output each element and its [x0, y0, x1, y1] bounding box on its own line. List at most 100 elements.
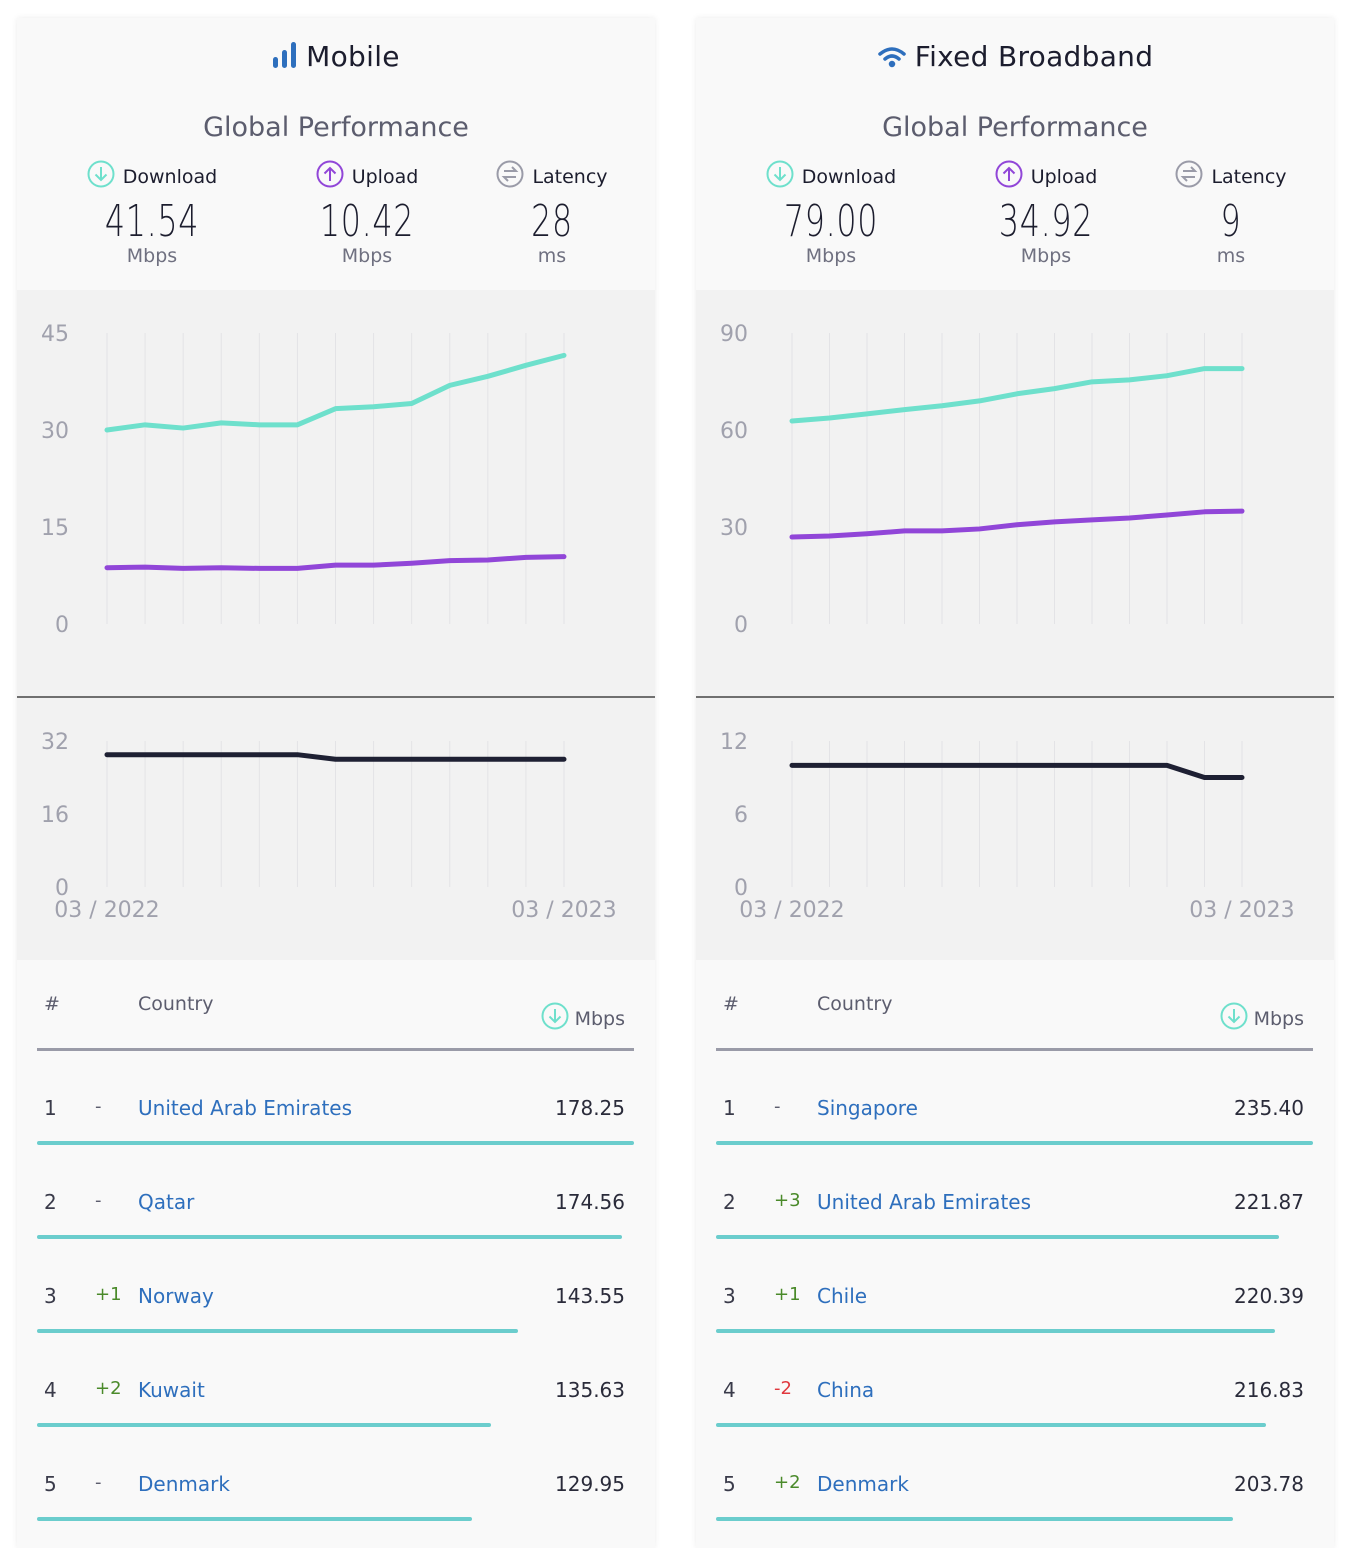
rank: 5 [44, 1472, 57, 1496]
y-tick-label: 0 [55, 613, 69, 638]
stat-label: Download [801, 165, 897, 188]
speed-header[interactable]: Mbps [1220, 1002, 1304, 1035]
speed-value: 129.95 [555, 1472, 625, 1496]
header-divider [716, 1048, 1313, 1051]
table-row: 4 -2 China 216.83 [696, 1350, 1334, 1444]
speed-bar [716, 1329, 1275, 1333]
table-row: 5 +2 Denmark 203.78 [696, 1444, 1334, 1538]
country-link[interactable]: China [817, 1378, 875, 1402]
rank-change: -2 [774, 1378, 792, 1399]
rank: 4 [44, 1378, 57, 1402]
stat-unit: Mbps [1020, 245, 1072, 267]
latency-line [789, 762, 1245, 780]
country-link[interactable]: Denmark [817, 1472, 909, 1496]
y-tick-label: 16 [41, 803, 69, 828]
speed-bar [716, 1423, 1266, 1427]
section-subtitle: Global Performance [203, 112, 469, 143]
download-icon [87, 160, 115, 193]
signal-bars-icon [272, 40, 306, 73]
speed-bar [716, 1517, 1233, 1521]
speed-value: 174.56 [555, 1190, 625, 1214]
mobile-panel: Mobile Global Performance Download 41.54… [17, 18, 655, 1548]
table-row: 1 - United Arab Emirates 178.25 [17, 1068, 655, 1162]
y-tick-label: 60 [720, 419, 748, 444]
latency-icon [1175, 160, 1203, 193]
stat-download: Download 41.54 Mbps [52, 160, 252, 267]
stat-download: Download 79.00 Mbps [731, 160, 931, 267]
rank-change: +2 [774, 1472, 801, 1493]
y-tick-label: 12 [720, 730, 748, 755]
country-link[interactable]: Denmark [138, 1472, 230, 1496]
speed-value: 135.63 [555, 1378, 625, 1402]
speed-header[interactable]: Mbps [541, 1002, 625, 1035]
rank-header: # [44, 993, 60, 1015]
x-axis-end-label: 03 / 2023 [1189, 898, 1294, 923]
speed-bar [37, 1235, 622, 1239]
rank: 2 [44, 1190, 57, 1214]
rank-change: +3 [774, 1190, 801, 1211]
rank-change: - [774, 1096, 781, 1117]
country-link[interactable]: United Arab Emirates [817, 1190, 1032, 1214]
country-link[interactable]: Kuwait [138, 1378, 205, 1402]
stat-value: 28 [531, 196, 573, 247]
rank-change: - [95, 1096, 102, 1117]
rank: 1 [44, 1096, 57, 1120]
rank: 4 [723, 1378, 736, 1402]
speed-value: 203.78 [1234, 1472, 1304, 1496]
speed-bar [716, 1141, 1313, 1145]
y-tick-label: 0 [734, 613, 748, 638]
stat-label: Latency [532, 165, 608, 188]
stat-value: 41.54 [104, 196, 200, 247]
x-axis-end-label: 03 / 2023 [511, 898, 616, 923]
speed-value: 143.55 [555, 1284, 625, 1308]
y-tick-label: 32 [41, 730, 69, 755]
country-link[interactable]: Chile [817, 1284, 868, 1308]
download-icon [541, 1002, 569, 1035]
rank-change: - [95, 1472, 102, 1493]
y-tick-label: 90 [720, 322, 748, 347]
stat-value: 79.00 [783, 196, 879, 247]
country-link[interactable]: United Arab Emirates [138, 1096, 353, 1120]
stat-value: 9 [1220, 196, 1242, 247]
table-row: 2 +3 United Arab Emirates 221.87 [696, 1162, 1334, 1256]
country-link[interactable]: Qatar [138, 1190, 195, 1214]
download-icon [766, 160, 794, 193]
rank-change: +2 [95, 1378, 122, 1399]
latency-line [104, 752, 567, 762]
stat-upload: Upload 34.92 Mbps [946, 160, 1146, 267]
table-row: 2 - Qatar 174.56 [17, 1162, 655, 1256]
rank-change: +1 [95, 1284, 122, 1305]
download-line [789, 366, 1245, 424]
chart-background [696, 290, 1334, 960]
table-row: 4 +2 Kuwait 135.63 [17, 1350, 655, 1444]
speed-value: 220.39 [1234, 1284, 1304, 1308]
stat-value: 10.42 [319, 196, 415, 247]
speed-bar [37, 1141, 634, 1145]
rank: 1 [723, 1096, 736, 1120]
upload-icon [995, 160, 1023, 193]
table-row: 5 - Denmark 129.95 [17, 1444, 655, 1538]
table-row: 1 - Singapore 235.40 [696, 1068, 1334, 1162]
panel-title: Fixed Broadband [696, 40, 1334, 73]
stat-upload: Upload 10.42 Mbps [267, 160, 467, 267]
country-link[interactable]: Singapore [817, 1096, 918, 1120]
table-row: 3 +1 Chile 220.39 [696, 1256, 1334, 1350]
y-tick-label: 0 [55, 876, 69, 901]
country-link[interactable]: Norway [138, 1284, 214, 1308]
speed-bar [716, 1235, 1279, 1239]
rank-header: # [723, 993, 739, 1015]
y-tick-label: 0 [734, 876, 748, 901]
speed-value: 216.83 [1234, 1378, 1304, 1402]
y-tick-label: 45 [41, 322, 69, 347]
stat-latency: Latency 28 ms [452, 160, 652, 267]
y-tick-label: 30 [720, 516, 748, 541]
speed-bar [37, 1329, 518, 1333]
panel-title: Mobile [17, 40, 655, 73]
stat-label: Upload [1030, 165, 1098, 188]
x-axis-start-label: 03 / 2022 [54, 898, 159, 923]
speed-bar [37, 1517, 473, 1521]
speed-bar [37, 1423, 492, 1427]
y-tick-label: 6 [734, 803, 748, 828]
